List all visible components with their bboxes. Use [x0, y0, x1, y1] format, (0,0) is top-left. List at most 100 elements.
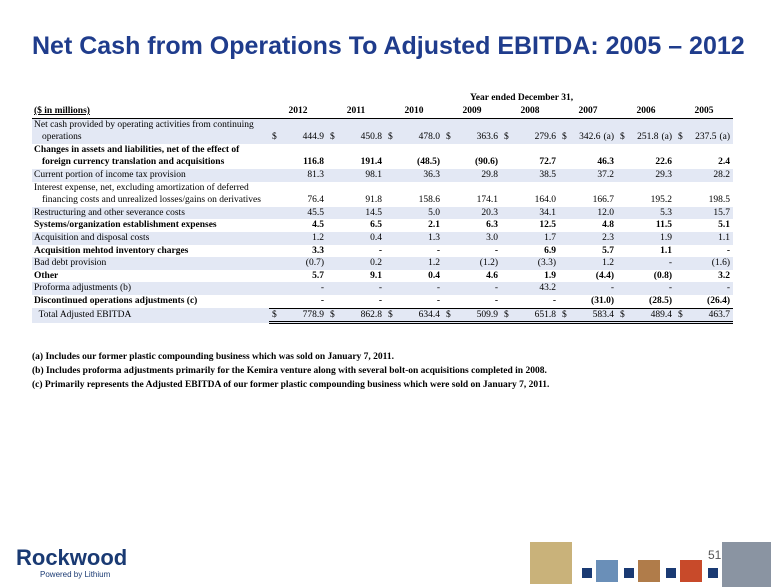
cell: $363.6	[443, 118, 501, 144]
cell-value: (90.6)	[475, 157, 498, 168]
value-group: (1.2)	[480, 257, 498, 270]
cell: (90.6)	[443, 144, 501, 169]
cell: 1.9	[617, 231, 675, 245]
cell-value: 363.6	[476, 132, 498, 143]
cell-content: -	[272, 282, 324, 295]
cell-content: (26.4)	[678, 295, 730, 308]
cell-content: -	[330, 282, 382, 295]
value-group: (90.6)	[475, 156, 498, 169]
cell-content: $342.6 (a)	[562, 131, 614, 144]
cell: -	[327, 295, 385, 308]
cell-value: 0.4	[428, 270, 440, 281]
value-group: 28.2	[713, 169, 730, 182]
value-group: 158.6	[419, 194, 440, 207]
table-row: Bad debt provision (0.7) 0.2 1.2 (1.2) (3.3) 1…	[32, 257, 733, 270]
row-label-line: Proforma adjustments (b)	[34, 283, 132, 294]
cell: -	[385, 282, 443, 295]
cell-content: -	[446, 295, 498, 308]
cell-value: 158.6	[418, 195, 440, 206]
row-label-line: foreign currency translation and acquisi…	[42, 157, 225, 168]
cell: 29.8	[443, 168, 501, 182]
cell-value: -	[320, 295, 324, 306]
cell-value: 2.3	[602, 232, 614, 243]
cell-content: 2.3	[562, 232, 614, 245]
cell-value: 166.7	[592, 195, 614, 206]
cell-value: 5.1	[718, 220, 730, 231]
row-label: Discontinued operations adjustments (c)	[32, 295, 269, 308]
value-group: -	[495, 295, 498, 308]
cell-content: 1.1	[678, 232, 730, 245]
cell: 1.9	[501, 270, 559, 283]
photo	[530, 542, 572, 584]
cell-content: 195.2	[620, 194, 672, 207]
cell: 0.4	[385, 270, 443, 283]
cell-content: $237.5 (a)	[678, 131, 730, 144]
cell: 5.1	[675, 219, 733, 232]
cell-content: $478.0	[388, 131, 440, 144]
row-label: Net cash provided by operating activitie…	[32, 118, 269, 144]
cell-content: (0.7)	[272, 257, 324, 270]
value-group: 20.3	[481, 207, 498, 220]
cell: (0.7)	[269, 257, 327, 270]
cell: 34.1	[501, 206, 559, 220]
cell-content: 11.5	[620, 219, 672, 232]
cell-content: 1.1	[620, 245, 672, 258]
cell: (0.8)	[617, 270, 675, 283]
table-row: Systems/organization establishment expen…	[32, 219, 733, 232]
value-group: 198.5	[709, 194, 730, 207]
value-group: 29.8	[481, 169, 498, 182]
cell-value: 195.2	[650, 195, 672, 206]
cell: 1.7	[501, 231, 559, 245]
row-label: Acquisition mehtod inventory charges	[32, 245, 269, 258]
cell: $444.9	[269, 118, 327, 144]
cell-value: 3.0	[486, 232, 498, 243]
value-group: 36.3	[423, 169, 440, 182]
column-header: 2010	[385, 105, 443, 119]
value-group: 29.3	[655, 169, 672, 182]
cell: (31.0)	[559, 295, 617, 308]
currency-sign: $	[620, 132, 625, 143]
cell-content: 6.9	[504, 245, 556, 258]
cell-content: 91.8	[330, 194, 382, 207]
value-group: 5.7	[312, 270, 324, 283]
cell-value: 15.7	[713, 207, 730, 218]
cell-value: 20.3	[481, 207, 498, 218]
cell-content: (3.3)	[504, 257, 556, 270]
value-group: 5.7	[602, 245, 614, 258]
cell-value: -	[494, 283, 498, 294]
table-row: Current portion of income tax provision 8…	[32, 168, 733, 182]
cell: 195.2	[617, 182, 675, 207]
cell: 43.2	[501, 282, 559, 295]
cell-value: 28.2	[713, 169, 730, 180]
cell-value: 4.5	[312, 220, 324, 231]
cell: 46.3	[559, 144, 617, 169]
value-group: 1.2	[428, 257, 440, 270]
currency-sign: $	[446, 132, 451, 143]
row-label: Bad debt provision	[32, 257, 269, 270]
cell-content: -	[620, 282, 672, 295]
cell: 5.7	[559, 245, 617, 258]
cell: 116.8	[269, 144, 327, 169]
cell: 1.1	[617, 245, 675, 258]
cell-content: 98.1	[330, 169, 382, 182]
cell-value: 29.3	[655, 169, 672, 180]
cell-content: 5.3	[620, 207, 672, 220]
cell-value: 116.8	[303, 157, 324, 168]
cell-value: (0.8)	[653, 270, 672, 281]
value-group: 3.3	[312, 245, 324, 258]
currency-sign: $	[330, 309, 335, 320]
value-group: 2.4	[718, 156, 730, 169]
cell: (4.4)	[559, 270, 617, 283]
value-group: 14.5	[365, 207, 382, 220]
cell-content: 0.4	[330, 232, 382, 245]
cell-value: 279.6	[534, 132, 556, 143]
cell: 76.4	[269, 182, 327, 207]
cell-value: 1.9	[660, 232, 672, 243]
row-label-line: Restructuring and other severance costs	[34, 207, 185, 218]
cell-content: $279.6	[504, 131, 556, 144]
value-group: -	[727, 282, 730, 295]
bullet	[624, 568, 634, 578]
cell-content: 81.3	[272, 169, 324, 182]
value-group: 45.5	[307, 207, 324, 220]
